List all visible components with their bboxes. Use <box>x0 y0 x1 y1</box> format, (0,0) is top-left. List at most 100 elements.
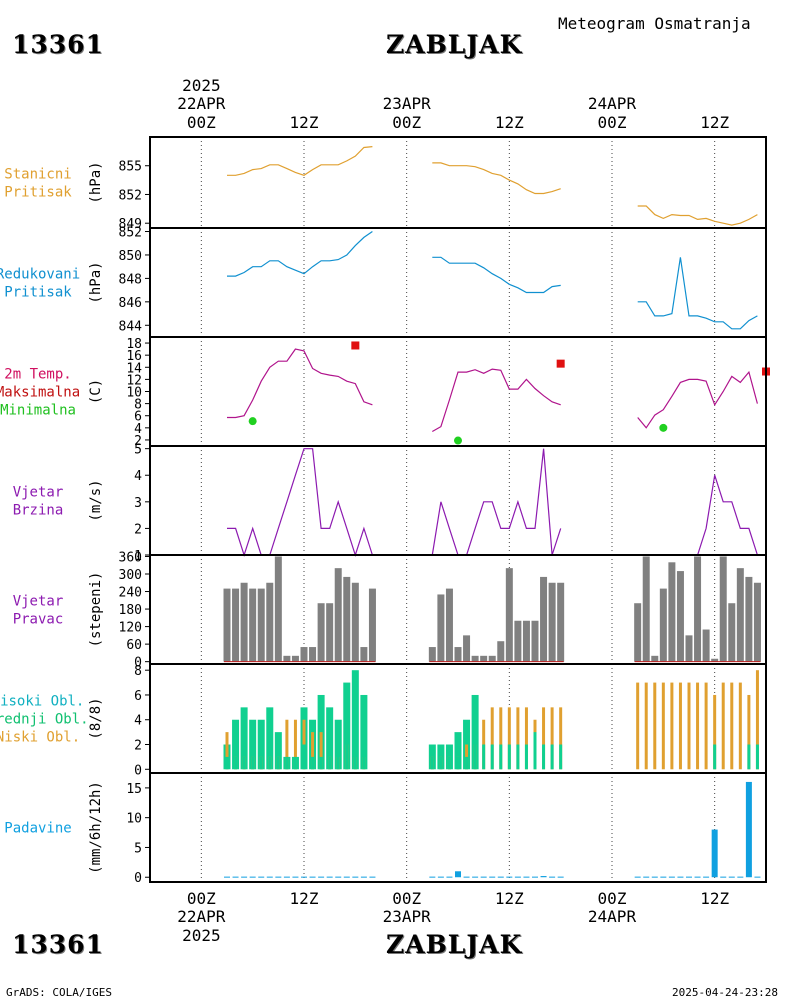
precip-bar <box>472 876 479 878</box>
y-tick-label: 6 <box>134 410 142 425</box>
cloud-low-bar <box>738 682 742 770</box>
y-tick-label: 15 <box>126 782 142 797</box>
wind-direction-bar <box>488 655 496 662</box>
wind-direction-bar <box>223 588 231 662</box>
cloud-high-bar <box>274 732 282 770</box>
panel-label: Redukovani <box>0 267 80 283</box>
precip-bar <box>258 876 265 878</box>
cloud-mid-bar <box>439 756 443 770</box>
panel-frame <box>149 227 767 338</box>
cloud-low-bar <box>311 732 315 770</box>
unit-label: (8/8) <box>88 697 104 739</box>
cloud-low-bar <box>755 670 759 770</box>
wind-direction-bar <box>531 620 539 662</box>
wind-direction-bar <box>728 603 736 662</box>
wind-direction-bar <box>300 647 308 662</box>
wind-direction-bar <box>642 556 650 662</box>
wind-direction-bar <box>480 655 488 662</box>
timestamp-label: 2025-04-24-23:28 <box>672 986 778 999</box>
y-tick-label: 855 <box>119 160 142 175</box>
cloud-low-bar <box>516 707 520 770</box>
bottom-noon-label: 12Z <box>700 889 729 908</box>
cloud-low-bar <box>499 707 503 770</box>
bottom-date-day: 24APR <box>588 907 637 926</box>
station-id-top: 13361 <box>12 30 104 59</box>
min-temp-marker <box>659 423 668 432</box>
y-tick-label: 848 <box>119 272 142 287</box>
series-line <box>227 231 373 277</box>
wind-direction-bar <box>283 655 291 662</box>
cloud-low-bar <box>507 707 511 770</box>
cloud-mid-bar <box>311 756 315 770</box>
y-tick-label: 3 <box>134 496 142 511</box>
wind-direction-bar <box>736 568 744 662</box>
cloud-low-bar <box>704 682 708 770</box>
wind-direction-bar <box>360 647 368 662</box>
series-line <box>227 448 373 557</box>
precip-bar <box>455 871 461 878</box>
y-tick-label: 14 <box>126 361 142 376</box>
precip-bar <box>660 876 667 878</box>
panel-label: 2m Temp. <box>4 367 71 383</box>
precip-bar <box>668 876 675 878</box>
precip-bar <box>292 876 299 878</box>
wind-direction-bar <box>351 582 359 662</box>
precip-bar <box>651 876 658 878</box>
y-tick-label: 60 <box>126 638 142 653</box>
wind-direction-bar <box>463 635 471 662</box>
cloud-high-bar <box>326 707 334 770</box>
cloud-low-bar <box>559 707 563 770</box>
precip-bar <box>540 876 547 878</box>
panel-label: Srednji Obl. <box>0 712 89 728</box>
series-line <box>432 368 561 433</box>
y-tick-label: 2 <box>134 522 142 537</box>
cloud-low-bar <box>713 694 717 770</box>
cloud-mid-bar <box>550 744 554 770</box>
y-tick-label: 5 <box>134 841 142 856</box>
wind-direction-bar <box>471 655 479 662</box>
wind-direction-bar <box>634 603 642 662</box>
wind-direction-bar <box>428 647 436 662</box>
wind-direction-bar <box>266 582 274 662</box>
cloud-low-bar <box>636 682 640 770</box>
cloud-low-bar <box>550 707 554 770</box>
precip-bar <box>369 876 376 878</box>
precip-bar <box>437 876 444 878</box>
cloud-mid-bar <box>268 756 272 770</box>
y-tick-label: 0 <box>134 871 142 886</box>
cloud-low-bar <box>542 707 546 770</box>
cloud-mid-bar <box>524 744 528 770</box>
precip-bar <box>728 876 735 878</box>
wind-direction-bar <box>685 635 693 662</box>
precip-bar <box>301 876 307 878</box>
wind-direction-bar <box>240 582 248 662</box>
y-tick-label: 852 <box>119 188 142 203</box>
panel-clouds: 0 2 4 6 8 (8/8)Visoki Obl. Srednji Obl. Niski O… <box>0 663 767 778</box>
cloud-high-bar <box>232 719 240 770</box>
max-temp-marker <box>556 359 565 368</box>
panel-precipitation: 0 5 10 15 (mm/6h/12h) Padavine <box>4 772 767 886</box>
precip-bar <box>241 876 248 878</box>
bottom-noon-label: 12Z <box>290 889 319 908</box>
cloud-low-bar <box>696 682 700 770</box>
cloud-mid-bar <box>328 756 332 770</box>
wind-direction-bar <box>368 588 376 662</box>
wind-direction-bar <box>343 576 351 662</box>
y-tick-label: 180 <box>119 603 142 618</box>
cloud-low-bar <box>524 707 528 770</box>
cloud-mid-bar <box>353 744 357 770</box>
wind-direction-bar <box>497 641 505 662</box>
wind-direction-bar <box>326 603 334 662</box>
cloud-high-bar <box>454 732 462 770</box>
precip-bar <box>703 876 710 878</box>
wind-direction-bar <box>659 588 667 662</box>
cloud-low-bar <box>653 682 657 770</box>
cloud-high-bar <box>343 682 351 770</box>
series-line <box>227 348 373 419</box>
cloud-low-bar <box>644 682 648 770</box>
wind-direction-bar <box>540 576 548 662</box>
station-id-bottom: 13361 <box>12 930 104 959</box>
wind-direction-bar <box>719 556 727 662</box>
wind-direction-bar <box>454 647 462 662</box>
